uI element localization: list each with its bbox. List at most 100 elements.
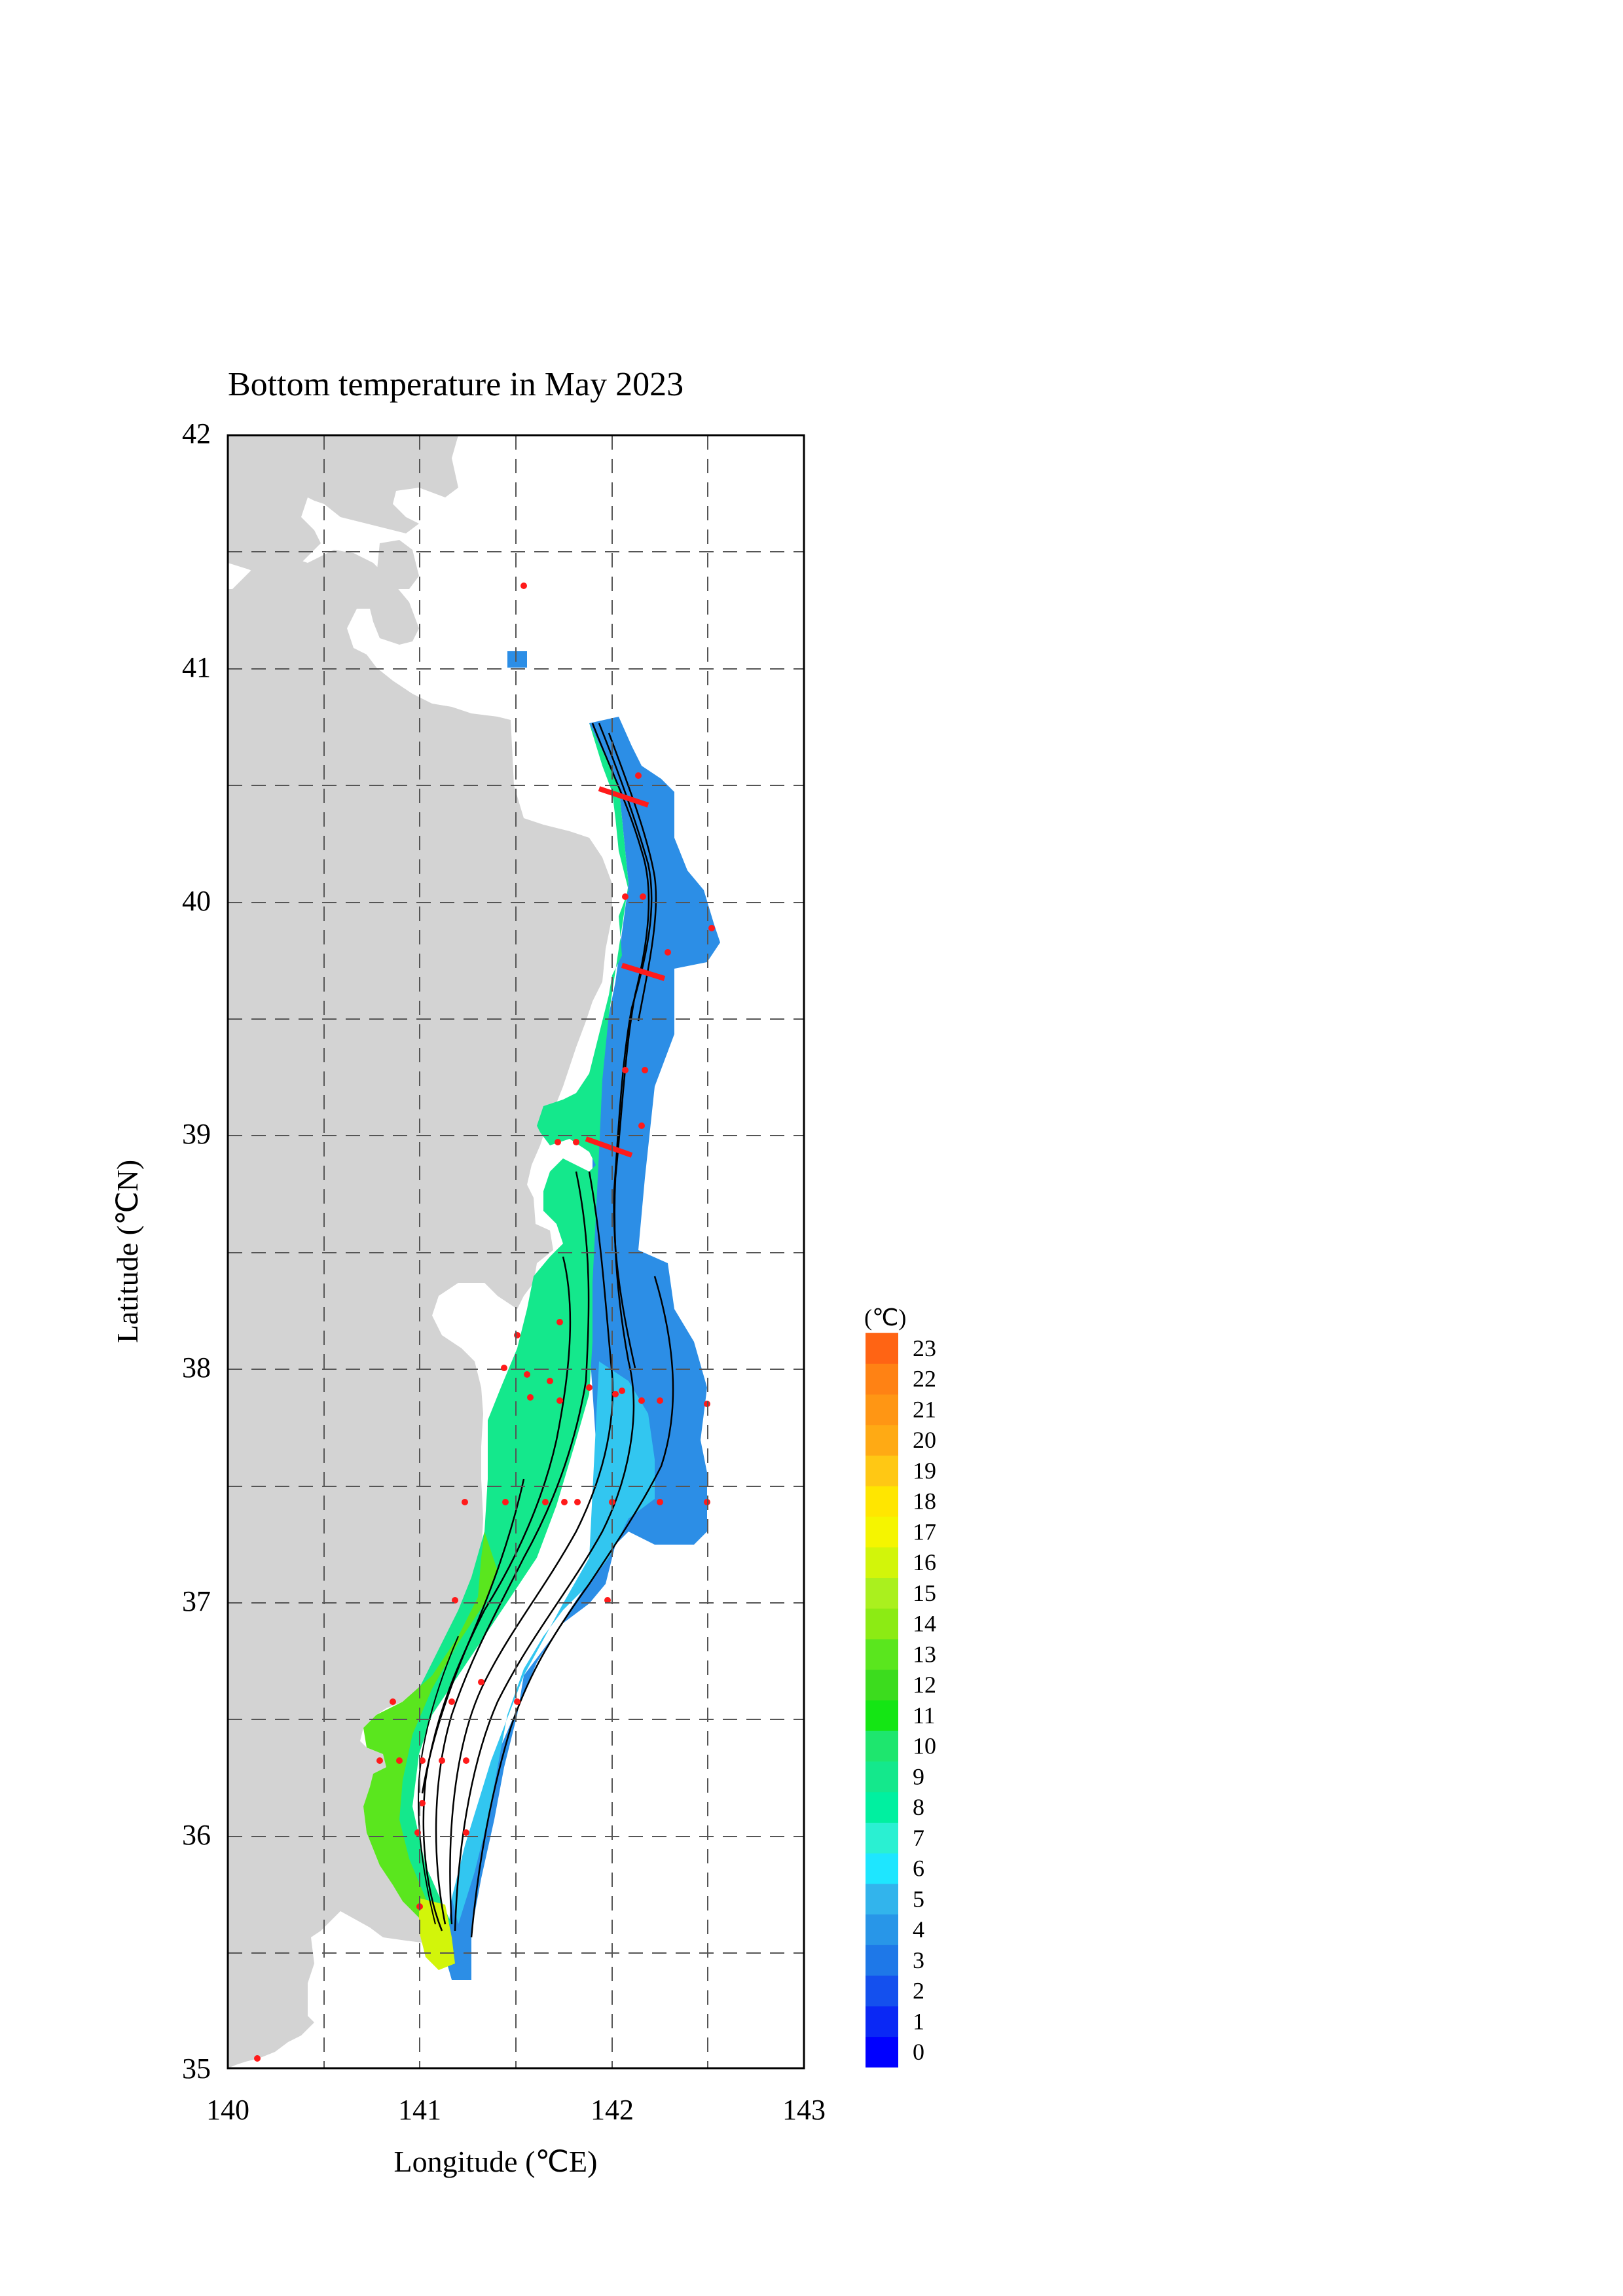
- station-point: [463, 1829, 469, 1836]
- colorbar-swatch: [866, 1975, 898, 2007]
- y-tick-label: 38: [182, 1352, 211, 1384]
- temperature-band-southern-tip: [419, 1898, 455, 1970]
- y-axis-label: Latitude (℃N): [111, 1160, 144, 1343]
- colorbar-tick-label: 11: [913, 1702, 936, 1729]
- colorbar-tick-label: 21: [913, 1397, 936, 1423]
- colorbar-tick-label: 12: [913, 1672, 936, 1698]
- colorbar-swatch: [866, 1424, 898, 1456]
- station-point: [708, 925, 715, 931]
- colorbar-swatch: [866, 1700, 898, 1731]
- colorbar-tick-label: 17: [913, 1518, 936, 1545]
- station-point: [586, 1384, 593, 1391]
- station-point: [542, 1499, 549, 1505]
- colorbar-swatch: [866, 1945, 898, 1976]
- colorbar-swatch: [866, 1608, 898, 1640]
- station-point: [638, 1397, 645, 1404]
- colorbar-tick-label: 14: [913, 1611, 936, 1637]
- colorbar: (℃) 012345678910111213141516171819202122…: [864, 1304, 936, 2068]
- survey-stations: [254, 583, 715, 2062]
- x-tick-label: 143: [782, 2094, 826, 2126]
- station-point: [665, 949, 671, 956]
- colorbar-swatch: [866, 2005, 898, 2037]
- station-point: [622, 893, 629, 900]
- map-plot-area: [227, 434, 805, 2070]
- colorbar-swatch: [866, 1639, 898, 1670]
- station-point: [462, 1499, 468, 1505]
- colorbar-swatches: [866, 1333, 898, 2068]
- colorbar-tick-label: 8: [913, 1794, 924, 1820]
- temperature-band-slope: [452, 1361, 655, 1924]
- colorbar-tick-label: 2: [913, 1978, 924, 2004]
- station-point: [254, 2055, 261, 2062]
- station-point: [574, 1499, 581, 1505]
- station-point: [619, 1388, 625, 1394]
- colorbar-tick-label: 13: [913, 1641, 936, 1667]
- colorbar-swatch: [866, 1455, 898, 1486]
- station-transect: [621, 963, 666, 981]
- station-point: [642, 1067, 648, 1073]
- station-point: [604, 1597, 611, 1604]
- colorbar-swatch: [866, 1577, 898, 1609]
- y-tick-label: 42: [182, 418, 211, 450]
- colorbar-swatch: [866, 1394, 898, 1426]
- station-point: [390, 1698, 396, 1705]
- colorbar-tick-label: 9: [913, 1763, 924, 1789]
- colorbar-tick-label: 5: [913, 1886, 924, 1912]
- y-tick-label: 37: [182, 1585, 211, 1617]
- station-point: [448, 1698, 455, 1705]
- station-point: [555, 1139, 561, 1145]
- colorbar-tick-label: 10: [913, 1733, 936, 1759]
- station-point: [556, 1397, 563, 1404]
- y-axis: 35 36 37 38 39 40 41 42: [182, 418, 211, 2085]
- station-point: [573, 1139, 579, 1145]
- colorbar-tick-label: 3: [913, 1947, 924, 1973]
- station-point: [463, 1757, 469, 1764]
- station-point: [556, 1319, 563, 1325]
- colorbar-tick-label: 4: [913, 1916, 924, 1943]
- colorbar-tick-label: 0: [913, 2039, 924, 2065]
- station-transect: [598, 786, 649, 808]
- map-title: Bottom temperature in May 2023: [228, 366, 684, 403]
- y-tick-label: 41: [182, 651, 211, 683]
- colorbar-tick-label: 23: [913, 1335, 936, 1361]
- temperature-band-shelf: [383, 723, 629, 1924]
- map-frame: [227, 434, 805, 2070]
- colorbar-tick-label: 19: [913, 1458, 936, 1484]
- station-point: [527, 1394, 534, 1401]
- colorbar-swatch: [866, 1333, 898, 1364]
- x-axis: 140 141 142 143: [206, 2094, 826, 2126]
- colorbar-tick-label: 20: [913, 1427, 936, 1453]
- station-point: [640, 893, 646, 900]
- station-point: [612, 1391, 619, 1397]
- colorbar-tick-label: 15: [913, 1580, 936, 1606]
- colorbar-swatch: [866, 1791, 898, 1823]
- station-point: [514, 1698, 520, 1705]
- x-axis-label: Longitude (℃E): [394, 2145, 598, 2178]
- station-point: [502, 1499, 509, 1505]
- temperature-band-offshore: [445, 717, 720, 1980]
- colorbar-swatch: [866, 1883, 898, 1915]
- station-point: [439, 1757, 445, 1764]
- station-point: [396, 1757, 403, 1764]
- temperature-patch-north: [507, 651, 527, 668]
- colorbar-swatch: [866, 2036, 898, 2068]
- colorbar-unit: (℃): [864, 1304, 906, 1331]
- station-point: [419, 1757, 426, 1764]
- x-tick-label: 142: [591, 2094, 634, 2126]
- colorbar-swatch: [866, 1669, 898, 1700]
- colorbar-swatch: [866, 1761, 898, 1793]
- station-point: [478, 1679, 484, 1685]
- colorbar-tick-label: 1: [913, 2008, 924, 2034]
- colorbar-swatch: [866, 1822, 898, 1854]
- station-point: [419, 1800, 426, 1806]
- station-point: [561, 1499, 568, 1505]
- station-point: [657, 1499, 663, 1505]
- station-transect: [585, 1136, 633, 1158]
- colorbar-swatch: [866, 1547, 898, 1578]
- colorbar-swatch: [866, 1486, 898, 1517]
- station-point: [520, 583, 527, 589]
- x-tick-label: 141: [398, 2094, 441, 2126]
- colorbar-swatch: [866, 1914, 898, 1945]
- y-tick-label: 40: [182, 885, 211, 917]
- temperature-field: [363, 651, 720, 1980]
